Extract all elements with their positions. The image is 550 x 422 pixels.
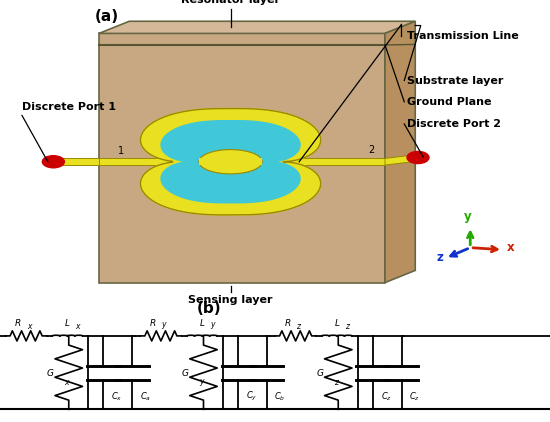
Text: $G$: $G$ <box>316 367 324 378</box>
Text: Ground Plane: Ground Plane <box>407 97 492 107</box>
Circle shape <box>407 151 429 164</box>
Text: 2: 2 <box>368 145 375 155</box>
Text: Discrete Port 1: Discrete Port 1 <box>22 103 116 112</box>
Text: $C_y$: $C_y$ <box>246 390 257 403</box>
Text: 1: 1 <box>118 146 124 156</box>
Text: $L$: $L$ <box>334 316 340 327</box>
Text: $x$: $x$ <box>64 378 71 387</box>
Text: $L$: $L$ <box>199 316 205 327</box>
Text: $C_x$: $C_x$ <box>111 390 123 403</box>
Text: $z$: $z$ <box>334 378 340 387</box>
Text: $G$: $G$ <box>46 367 55 378</box>
Polygon shape <box>99 33 385 283</box>
Text: Transmission Line: Transmission Line <box>407 32 519 41</box>
Text: $y$: $y$ <box>162 319 168 330</box>
Text: Sensing layer: Sensing layer <box>188 295 273 305</box>
Text: (b): (b) <box>197 300 221 316</box>
Text: z: z <box>437 252 444 265</box>
Text: Discrete Port 2: Discrete Port 2 <box>407 119 501 129</box>
Bar <box>47 158 99 165</box>
Polygon shape <box>161 121 300 203</box>
Text: $y$: $y$ <box>199 377 206 388</box>
Text: $x$: $x$ <box>75 322 82 330</box>
Text: Substrate layer: Substrate layer <box>407 76 503 86</box>
Text: $R$: $R$ <box>149 316 156 327</box>
Text: (a): (a) <box>95 9 119 24</box>
Text: $G$: $G$ <box>181 367 190 378</box>
Text: x: x <box>507 241 514 254</box>
Bar <box>99 158 385 165</box>
Text: $z$: $z$ <box>344 322 351 330</box>
Polygon shape <box>385 154 421 165</box>
Text: Resonator layer: Resonator layer <box>181 0 280 5</box>
Text: $L$: $L$ <box>64 316 70 327</box>
Polygon shape <box>140 108 321 215</box>
Text: $C_a$: $C_a$ <box>140 390 151 403</box>
Circle shape <box>42 156 64 168</box>
Text: $C_b$: $C_b$ <box>274 390 286 403</box>
Text: $x$: $x$ <box>26 322 34 330</box>
Polygon shape <box>99 21 415 33</box>
Text: $C_z$: $C_z$ <box>381 390 392 403</box>
Text: $R$: $R$ <box>14 316 21 327</box>
Ellipse shape <box>199 149 262 174</box>
Text: $R$: $R$ <box>284 316 291 327</box>
Bar <box>199 158 262 165</box>
Text: y: y <box>464 210 471 223</box>
Text: $C_z$: $C_z$ <box>409 390 420 403</box>
Text: $z$: $z$ <box>296 322 303 330</box>
Polygon shape <box>385 21 415 283</box>
Text: $y$: $y$ <box>210 319 217 330</box>
